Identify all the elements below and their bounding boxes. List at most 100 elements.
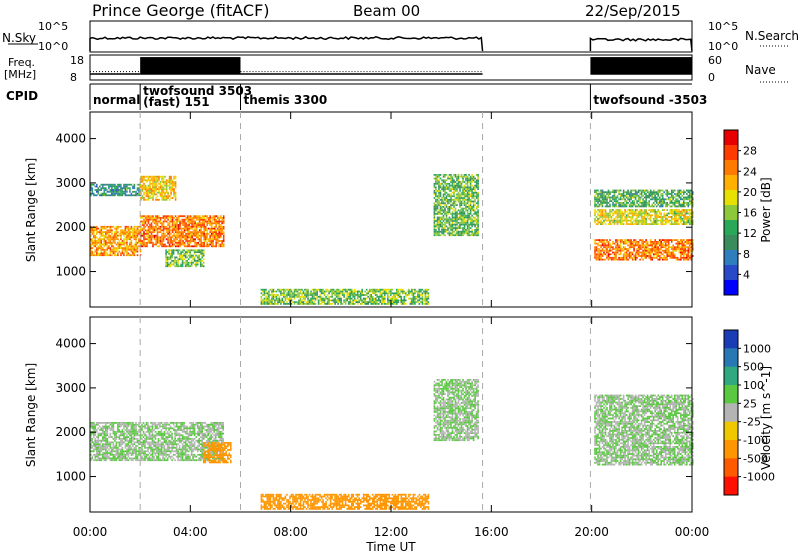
nave-tick-top: 60	[708, 54, 722, 67]
nsky-line-0	[89, 35, 484, 52]
freq-label-line1: Freq.	[8, 56, 35, 69]
xtick-label-5: 20:00	[574, 525, 609, 539]
station-title: Prince George (fitACF)	[92, 1, 270, 20]
freq-panel: Freq. [MHz] 18 8 60 0 Nave	[4, 54, 790, 84]
power-cbar-swatch-8	[724, 250, 738, 266]
ytick-label-1: 2000	[55, 220, 86, 234]
power-marks-region-2	[140, 215, 225, 248]
nave-block-3	[590, 57, 692, 74]
vel-marks-region-3	[433, 379, 479, 442]
power-colorbar-label: Power [dB]	[759, 177, 773, 242]
ytick-label-3: 4000	[55, 132, 86, 146]
vel-cbar-tick-6: -500	[743, 452, 768, 465]
ytick-label-3: 4000	[55, 337, 86, 351]
vel-cbar-swatch-8	[724, 476, 738, 496]
velocity-ylabel: Slant Range [km]	[24, 363, 38, 467]
vel-cbar-swatch-6	[724, 440, 738, 459]
power-marks-region-3	[140, 175, 177, 201]
power-cbar-tick-1: 24	[743, 165, 757, 178]
x-axis-label: Time UT	[365, 540, 416, 554]
cpid-mode-0: normal	[93, 93, 140, 107]
power-marks-region-7	[594, 239, 694, 261]
power-cbar-tick-5: 8	[743, 248, 750, 261]
power-marks-region-4	[165, 249, 205, 268]
beam-label: Beam 00	[353, 2, 420, 20]
vel-marks-region-2	[260, 493, 430, 510]
xtick-label-3: 12:00	[374, 525, 409, 539]
velocity-colorbar-label: Velocity [m s^-1]	[759, 366, 773, 470]
nsky-tick-top: 10^5	[38, 20, 68, 33]
nsearch-tick-top: 10^5	[708, 20, 738, 33]
power-marks-region-8	[594, 209, 694, 225]
ytick-label-1: 2000	[55, 425, 86, 439]
cpid-mode-1-sub: (fast) 151	[143, 95, 209, 109]
power-panel: 1000 2000 3000 4000 Slant Range [km]	[24, 111, 694, 308]
power-cbar-tick-0: 28	[743, 145, 757, 158]
vel-cbar-tick-0: 1000	[743, 342, 771, 355]
vel-cbar-tick-5: -100	[743, 434, 768, 447]
xtick-label-0: 00:00	[73, 525, 108, 539]
power-cbar-swatch-7	[724, 235, 738, 251]
power-marks-region-0	[90, 225, 142, 257]
vel-cbar-swatch-2	[724, 366, 738, 386]
vel-cbar-tick-2: 100	[743, 379, 764, 392]
vel-marks-region-4	[594, 394, 694, 466]
velocity-panel: 1000 2000 3000 4000 Slant Range [km]	[24, 316, 694, 513]
vel-cbar-tick-1: 500	[743, 361, 764, 374]
freq-tick-bottom: 8	[70, 71, 77, 84]
vel-cbar-swatch-7	[724, 458, 738, 478]
nave-label: Nave	[745, 63, 776, 77]
vel-cbar-swatch-1	[724, 348, 738, 368]
vel-cbar-swatch-5	[724, 421, 738, 441]
power-cbar-tick-2: 20	[743, 186, 757, 199]
power-cbar-tick-6: 4	[743, 268, 750, 281]
power-cbar-swatch-9	[724, 265, 738, 281]
power-cbar-swatch-3	[724, 175, 738, 191]
xtick-label-1: 04:00	[173, 525, 208, 539]
xtick-label-4: 16:00	[474, 525, 509, 539]
power-cbar-swatch-10	[724, 280, 738, 296]
date-label: 22/Sep/2015	[585, 2, 681, 20]
power-marks-region-5	[260, 288, 430, 305]
power-cbar-tick-4: 12	[743, 227, 757, 240]
nsearch-tick-bottom: 10^0	[708, 40, 738, 53]
nave-tick-bottom: 0	[708, 71, 715, 84]
power-colorbar: 28 24 20 16 12 8 4	[723, 129, 757, 296]
ytick-label-2: 3000	[55, 176, 86, 190]
xtick-label-2: 08:00	[273, 525, 308, 539]
power-cbar-swatch-0	[724, 130, 738, 146]
power-cbar-swatch-1	[724, 145, 738, 161]
cpid-mode-3: twofsound -3503	[593, 93, 707, 107]
vel-cbar-swatch-0	[724, 330, 738, 349]
freq-label-line2: [MHz]	[4, 68, 36, 81]
ytick-label-0: 1000	[55, 470, 86, 484]
nsearch-label: N.Search	[745, 29, 799, 43]
vel-cbar-frame	[723, 329, 739, 496]
nsky-label: N.Sky	[2, 31, 36, 45]
nave-block-1	[140, 57, 241, 74]
ytick-label-0: 1000	[55, 265, 86, 279]
power-cbar-tick-3: 16	[743, 207, 757, 220]
power-marks-region-6	[433, 174, 479, 237]
nsky-tick-bottom: 10^0	[38, 40, 68, 53]
power-marks-region-1	[90, 183, 142, 197]
vel-cbar-swatch-4	[724, 403, 738, 423]
xtick-label-6: 00:00	[675, 525, 710, 539]
vel-cbar-tick-4: -25	[743, 416, 761, 429]
power-cbar-swatch-4	[724, 190, 738, 206]
cpid-mode-2: themis 3300	[244, 93, 328, 107]
cpid-label: CPID	[6, 89, 38, 103]
power-marks-region-9	[594, 189, 694, 208]
freq-tick-top: 18	[70, 54, 84, 67]
nsky-panel: N.Sky 10^5 10^0 10^5 10^0 N.Search	[2, 20, 799, 53]
cpid-mode-1: twofsound 3503	[143, 84, 252, 98]
vel-marks-region-1	[202, 442, 232, 464]
x-axis: 00:00 04:00 08:00 12:00 16:00 20:00 00:00	[73, 112, 710, 539]
power-ylabel: Slant Range [km]	[24, 158, 38, 262]
power-cbar-swatch-2	[724, 160, 738, 176]
vel-cbar-tick-7: -1000	[743, 471, 775, 484]
velocity-colorbar: 1000 500 100 25 -25 -100 -500 -1000	[723, 329, 775, 496]
